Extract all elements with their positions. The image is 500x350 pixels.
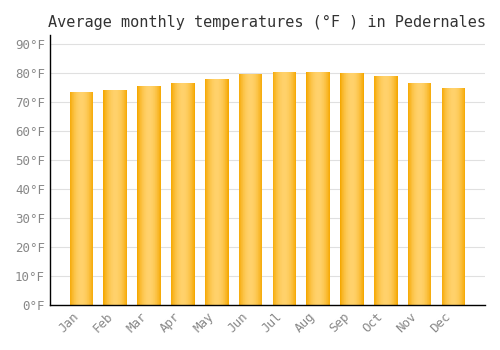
- Title: Average monthly temperatures (°F ) in Pedernales: Average monthly temperatures (°F ) in Pe…: [48, 15, 486, 30]
